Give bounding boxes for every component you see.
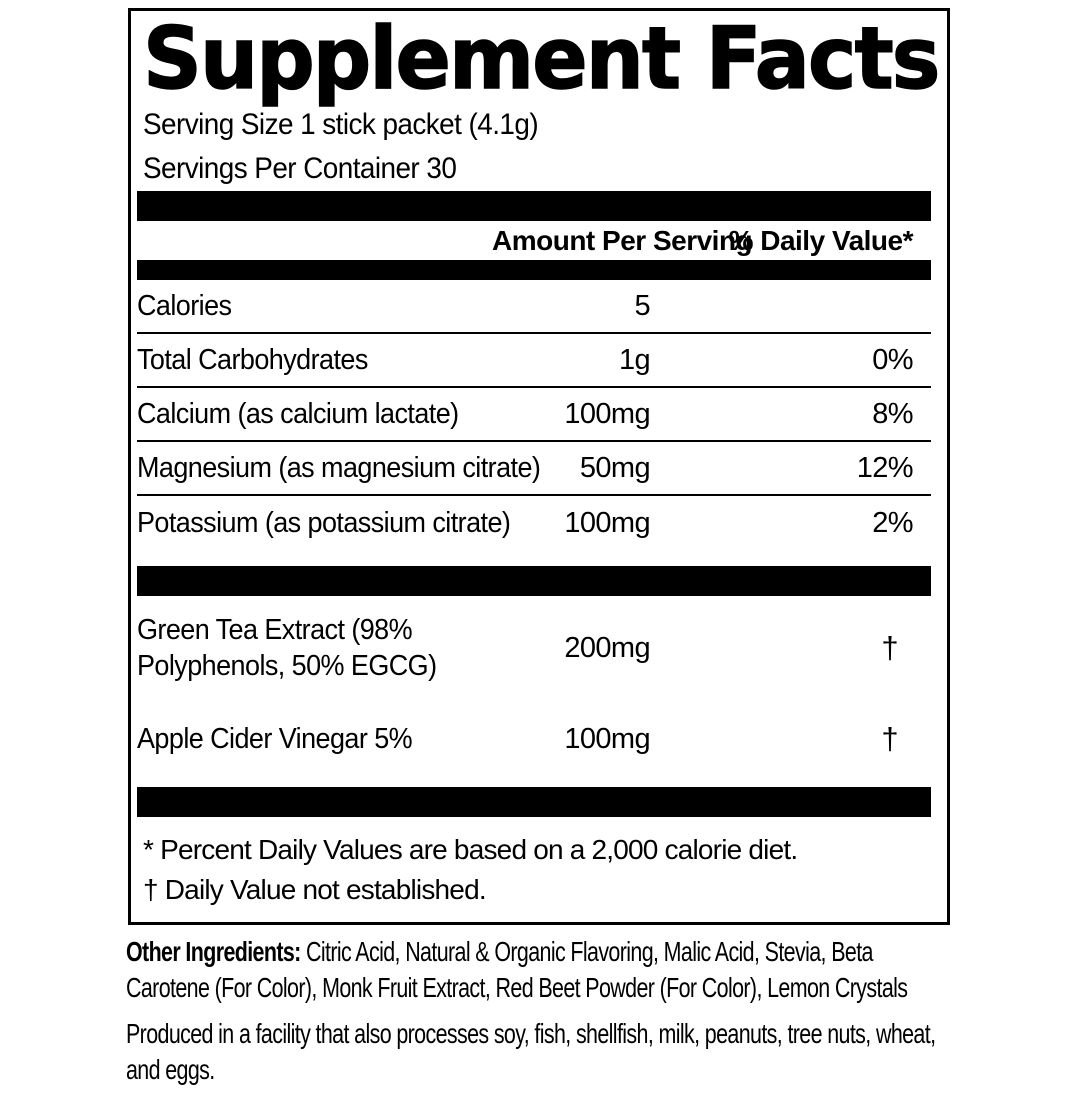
amount-per-serving-header: Amount Per Serving [492, 224, 753, 256]
footnote-daily-value-not-established: † Daily Value not established. [143, 874, 487, 905]
daily-value-not-established-dagger: † [881, 630, 898, 665]
servings-per-container-text: Servings Per Container 30 [143, 152, 457, 185]
nutrient-name: Potassium (as potassium citrate) [137, 506, 511, 539]
nutrient-amount: 1g [618, 343, 651, 376]
nutrient-amount: 200mg [564, 631, 650, 664]
serving-size-text: Serving Size 1 stick packet (4.1g) [143, 108, 539, 141]
column-header-row: Amount Per Serving % Daily Value* [137, 221, 931, 260]
servings-per-container: Servings Per Container 30 [143, 147, 931, 191]
nutrient-daily-value: 0% [872, 343, 913, 376]
supplement-facts-panel: Supplement Facts Serving Size 1 stick pa… [128, 8, 950, 925]
nutrient-amount: 5 [634, 289, 650, 322]
nutrient-daily-value: 12% [856, 451, 914, 484]
bottom-statements: Other Ingredients: Citric Acid, Natural … [126, 934, 953, 1098]
nutrient-name: Apple Cider Vinegar 5% [137, 723, 413, 755]
table-row-apple-cider-vinegar: Apple Cider Vinegar 5% 100mg † [137, 700, 931, 778]
table-row-calcium: Calcium (as calcium lactate) 100mg 8% [137, 388, 931, 442]
footnote-percent-daily-value: * Percent Daily Values are based on a 2,… [143, 834, 798, 865]
nutrient-daily-value: 8% [872, 397, 913, 430]
nutrient-amount: 100mg [564, 397, 650, 430]
table-row-potassium: Potassium (as potassium citrate) 100mg 2… [137, 496, 931, 550]
nutrient-amount: 100mg [564, 506, 650, 539]
nutrient-name: Calcium (as calcium lactate) [137, 397, 459, 430]
table-row-calories: Calories 5 [137, 280, 931, 334]
other-ingredients-label: Other Ingredients: [126, 936, 301, 967]
serving-size: Serving Size 1 stick packet (4.1g) [143, 103, 931, 147]
nutrient-name: Calories [137, 289, 232, 322]
daily-value-not-established-dagger: † [881, 721, 898, 756]
header-divider-bar [137, 260, 931, 280]
table-row-green-tea-extract: Green Tea Extract (98% Polyphenols, 50% … [137, 596, 931, 700]
nutrient-name: Total Carbohydrates [137, 343, 368, 376]
other-ingredients-text: Citric Acid, Natural & Organic Flavoring… [126, 936, 908, 1003]
footnotes: * Percent Daily Values are based on a 2,… [143, 830, 931, 910]
section-divider-bar-top [137, 191, 931, 221]
nutrient-amount: 50mg [579, 451, 651, 484]
table-row-total-carbohydrates: Total Carbohydrates 1g 0% [137, 334, 931, 388]
table-row-magnesium: Magnesium (as magnesium citrate) 50mg 12… [137, 442, 931, 496]
daily-value-header: % Daily Value* [728, 224, 914, 256]
section-divider-bar-bottom [137, 787, 931, 817]
other-ingredients: Other Ingredients: Citric Acid, Natural … [126, 934, 953, 1006]
section-divider-bar-middle [137, 566, 931, 596]
nutrient-name: Green Tea Extract (98% Polyphenols, 50% … [137, 614, 437, 682]
allergen-notice: Produced in a facility that also process… [126, 1018, 936, 1085]
nutrient-name: Magnesium (as magnesium citrate) [137, 451, 541, 484]
nutrient-daily-value: 2% [872, 506, 913, 539]
nutrient-amount: 100mg [564, 722, 650, 755]
panel-title: Supplement Facts [142, 9, 941, 109]
